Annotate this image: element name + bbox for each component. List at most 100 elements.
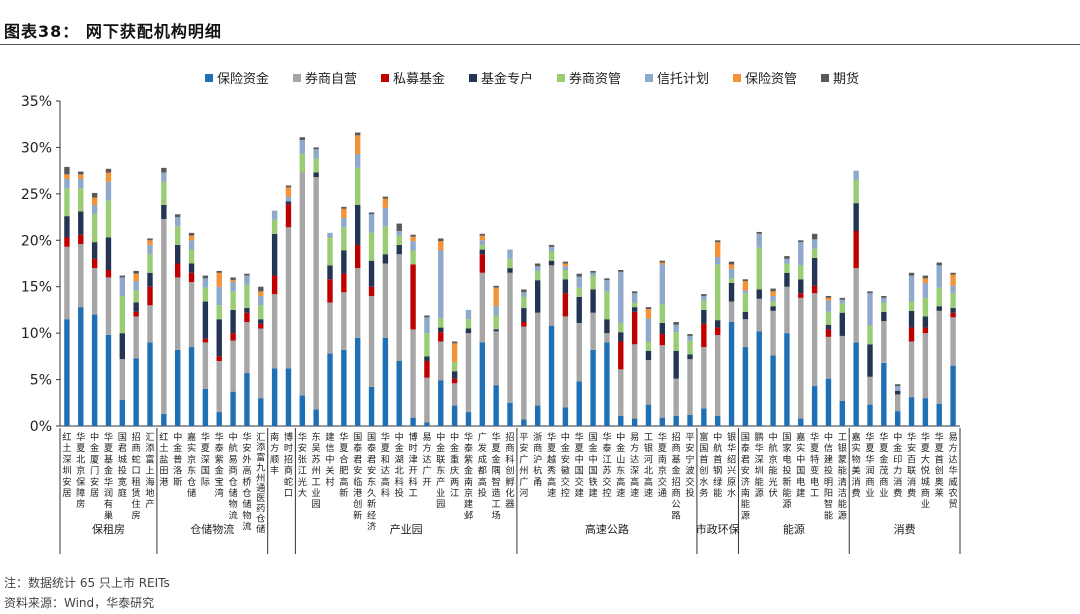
bar-segment-6-0 [147,342,153,426]
bar-segment-55-1 [825,336,832,379]
bar-segment-39-1 [604,333,610,343]
bar-segment-26-7 [424,315,430,318]
bar-segment-12-5 [230,282,236,292]
bar-segment-1-6 [78,174,84,179]
x-tick-label-57: 嘉实物美消费 [852,431,861,499]
bar-segment-31-3 [493,329,499,332]
bar-segment-22-2 [368,286,375,296]
bar-segment-32-5 [507,249,513,259]
bar-segment-25-0 [410,417,416,426]
legend-label-2: 私募基金 [393,71,445,87]
x-tick-label-56: 工银蒙能清洁能源 [838,432,847,521]
bar-segment-2-4 [91,214,98,243]
bar-segment-17-0 [299,395,306,426]
x-tick-label-43: 华夏南京交通 [658,431,667,499]
bar-segment-25-5 [410,241,416,251]
bar-segment-45-0 [687,414,693,426]
bar-segment-41-1 [631,344,638,419]
bar-segment-57-0 [853,342,859,426]
bars-layer [64,132,956,426]
bar-segment-15-3 [271,233,278,276]
bar-segment-54-0 [811,386,818,426]
bar-segment-46-4 [701,300,707,310]
bar-segment-28-4 [451,361,458,372]
bar-segment-41-0 [631,418,638,426]
x-tick-label-20: 华夏合肥高新 [339,431,348,499]
bar-segment-63-0 [936,403,942,426]
bar-segment-51-4 [770,301,776,307]
bar-segment-36-4 [562,270,569,280]
bar-segment-22-4 [368,232,375,261]
bar-segment-44-1 [673,378,679,416]
bar-segment-13-7 [244,273,250,276]
bar-segment-12-6 [230,280,236,283]
x-tick-label-22: 国泰君安东久新经济 [367,432,376,533]
bar-segment-0-0 [64,319,70,426]
bar-segment-38-0 [590,349,596,426]
bar-segment-38-5 [590,272,596,276]
bar-segment-36-3 [562,279,569,294]
bar-segment-5-1 [133,316,139,359]
bar-segment-27-3 [438,327,444,333]
bar-segment-12-4 [230,291,236,310]
bar-segment-14-0 [258,398,264,426]
bar-segment-9-7 [188,232,195,236]
bar-segment-12-7 [230,277,236,281]
bar-segment-7-0 [161,413,167,426]
bar-segment-55-6 [825,297,832,301]
bar-segment-23-3 [382,254,389,264]
x-tick-label-62: 华夏大悦城商业 [921,431,930,510]
bar-segment-48-4 [728,278,735,283]
bar-segment-26-0 [424,422,430,426]
bar-segment-7-7 [161,167,167,173]
bar-segment-15-4 [271,219,278,234]
bar-segment-45-7 [687,334,693,336]
bar-segment-19-2 [327,279,333,303]
bar-segment-43-3 [659,322,666,335]
bar-segment-9-0 [188,347,195,426]
y-tick-label-7: 35% [21,94,52,110]
bar-segment-47-2 [714,327,721,335]
bar-segment-61-7 [908,272,915,276]
bar-segment-50-5 [756,233,762,248]
bar-segment-34-3 [534,280,541,313]
title-divider [0,44,1080,45]
bar-segment-35-0 [548,325,555,426]
bar-segment-50-1 [756,298,762,332]
bar-segment-48-3 [728,283,735,302]
x-tick-label-14: 汇添富九州通医药仓储 [256,432,265,535]
x-tick-label-12: 中航易商仓储物流 [228,431,237,521]
bar-segment-0-7 [64,166,70,175]
bar-segment-61-5 [908,275,915,302]
x-tick-label-1: 华夏北京保障房 [76,431,85,510]
bar-segment-62-4 [922,297,929,317]
bar-segment-62-7 [922,275,929,279]
bar-segment-5-7 [133,270,139,274]
bar-segment-28-0 [451,405,458,426]
bar-segment-57-4 [853,179,859,204]
bar-segment-49-6 [742,281,749,291]
bar-segment-43-0 [659,417,666,426]
x-tick-label-52: 国家电投新能源 [782,432,791,510]
bar-segment-9-1 [188,282,195,348]
bar-segment-43-2 [659,334,666,346]
bar-segment-23-1 [382,263,389,338]
bar-segment-30-0 [479,342,486,426]
bar-segment-14-2 [258,323,264,329]
bar-segment-48-6 [728,264,735,270]
bar-segment-22-7 [368,212,375,215]
bar-segment-5-4 [133,290,139,303]
x-tick-label-33: 平安广州广河 [519,432,528,499]
bar-segment-58-7 [867,291,873,294]
bar-segment-11-4 [216,305,222,320]
bar-segment-21-0 [354,337,361,426]
bar-segment-33-3 [521,308,527,322]
bar-segment-46-1 [701,347,707,409]
bar-segment-14-5 [258,296,264,306]
bar-segment-10-7 [202,275,209,279]
bar-segment-11-7 [216,270,222,273]
y-tick-label-3: 15% [21,280,52,296]
x-tick-label-19: 建信中关村 [325,431,334,488]
bar-segment-51-6 [770,291,776,296]
bar-segment-24-0 [396,361,402,426]
